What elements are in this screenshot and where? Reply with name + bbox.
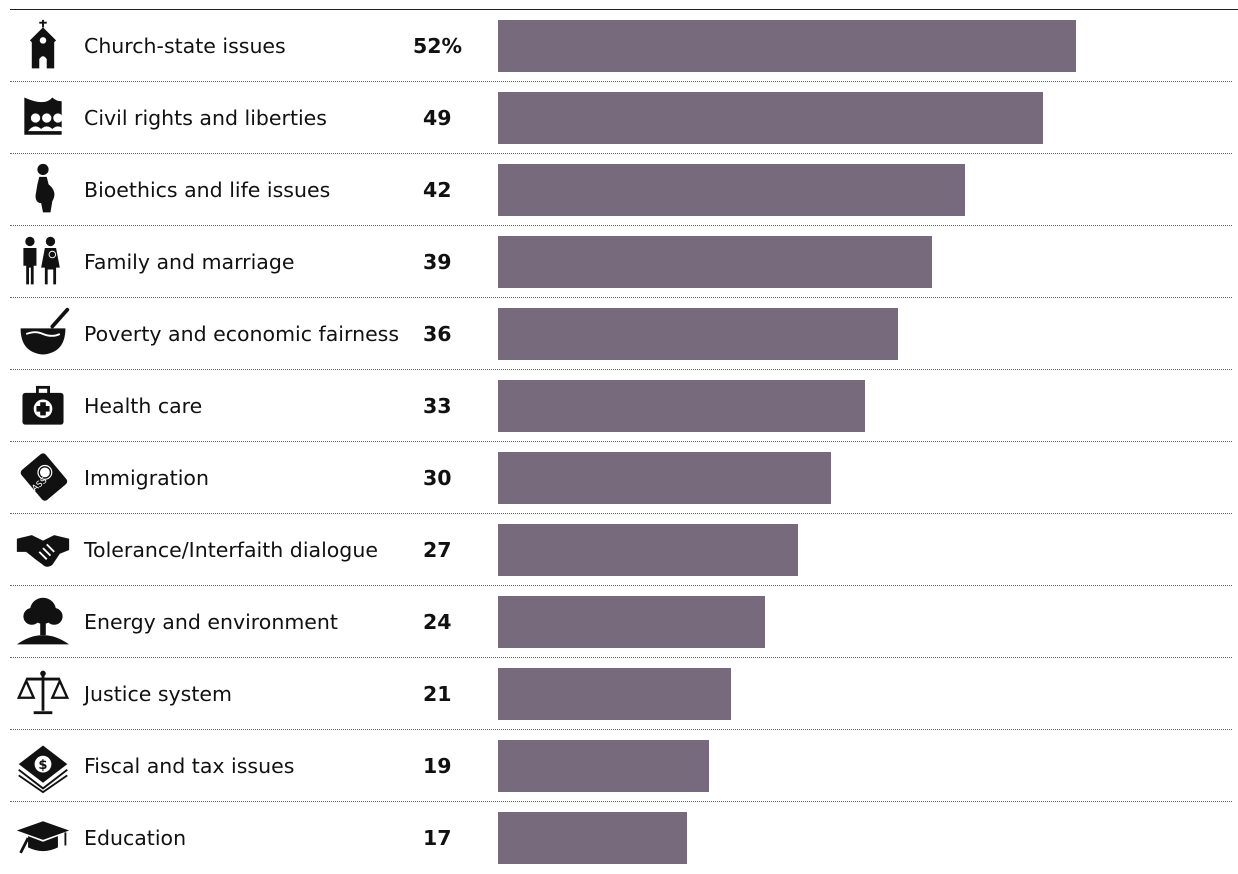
data-label: 42 bbox=[423, 178, 452, 202]
row-divider bbox=[10, 729, 1232, 730]
data-label: 52% bbox=[413, 34, 463, 58]
bar bbox=[498, 668, 731, 720]
top-rule bbox=[10, 9, 1238, 10]
bar-row: PASS Immigration 30 bbox=[10, 442, 1232, 514]
category-label: Civil rights and liberties bbox=[84, 106, 327, 130]
scales-icon bbox=[10, 666, 76, 722]
church-icon bbox=[10, 18, 76, 74]
passport-icon: PASS bbox=[10, 450, 76, 506]
data-label: 36 bbox=[423, 322, 452, 346]
bar bbox=[498, 92, 1043, 144]
data-label: 17 bbox=[423, 826, 452, 850]
bar bbox=[498, 380, 865, 432]
graduation-cap-icon bbox=[10, 810, 76, 866]
row-divider bbox=[10, 657, 1232, 658]
category-label: Bioethics and life issues bbox=[84, 178, 331, 202]
data-label: 39 bbox=[423, 250, 452, 274]
bar-row: Education 17 bbox=[10, 802, 1232, 874]
bar-row: Civil rights and liberties 49 bbox=[10, 82, 1232, 154]
data-label: 33 bbox=[423, 394, 452, 418]
category-label: Immigration bbox=[84, 466, 209, 490]
tree-icon bbox=[10, 594, 76, 650]
row-divider bbox=[10, 513, 1232, 514]
category-label: Health care bbox=[84, 394, 203, 418]
flag-people-icon bbox=[10, 90, 76, 146]
category-label: Church-state issues bbox=[84, 34, 286, 58]
category-label: Poverty and economic fairness bbox=[84, 322, 400, 346]
bar bbox=[498, 308, 898, 360]
category-label: Justice system bbox=[84, 682, 232, 706]
bar-row: Health care 33 bbox=[10, 370, 1232, 442]
bar bbox=[498, 740, 709, 792]
category-label: Tolerance/Interfaith dialogue bbox=[84, 538, 378, 562]
bar bbox=[498, 596, 765, 648]
category-label: Family and marriage bbox=[84, 250, 295, 274]
row-divider bbox=[10, 225, 1232, 226]
bar bbox=[498, 524, 798, 576]
bar bbox=[498, 236, 932, 288]
family-icon bbox=[10, 234, 76, 290]
bar-row: Justice system 21 bbox=[10, 658, 1232, 730]
row-divider bbox=[10, 369, 1232, 370]
bar bbox=[498, 452, 831, 504]
data-label: 27 bbox=[423, 538, 452, 562]
data-label: 24 bbox=[423, 610, 452, 634]
row-divider bbox=[10, 441, 1232, 442]
first-aid-kit-icon bbox=[10, 378, 76, 434]
data-label: 21 bbox=[423, 682, 452, 706]
svg-text:$: $ bbox=[38, 758, 47, 773]
data-label: 49 bbox=[423, 106, 452, 130]
bar bbox=[498, 812, 687, 864]
handshake-icon bbox=[10, 522, 76, 578]
bar-row: Family and marriage 39 bbox=[10, 226, 1232, 298]
bar bbox=[498, 20, 1076, 72]
bar-row: $ Fiscal and tax issues 19 bbox=[10, 730, 1232, 802]
bar bbox=[498, 164, 965, 216]
category-label: Energy and environment bbox=[84, 610, 338, 634]
row-divider bbox=[10, 585, 1232, 586]
bar-row: Bioethics and life issues 42 bbox=[10, 154, 1232, 226]
row-divider bbox=[10, 297, 1232, 298]
bar-row: Tolerance/Interfaith dialogue 27 bbox=[10, 514, 1232, 586]
row-divider bbox=[10, 801, 1232, 802]
data-label: 19 bbox=[423, 754, 452, 778]
category-label: Education bbox=[84, 826, 187, 850]
bar-row: Church-state issues 52% bbox=[10, 10, 1232, 82]
money-stack-icon: $ bbox=[10, 738, 76, 794]
row-divider bbox=[10, 153, 1232, 154]
bar-row: Energy and environment 24 bbox=[10, 586, 1232, 658]
data-label: 30 bbox=[423, 466, 452, 490]
bowl-spoon-icon bbox=[10, 306, 76, 362]
row-divider bbox=[10, 81, 1232, 82]
pregnant-woman-icon bbox=[10, 162, 76, 218]
bar-row: Poverty and economic fairness 36 bbox=[10, 298, 1232, 370]
category-label: Fiscal and tax issues bbox=[84, 754, 295, 778]
